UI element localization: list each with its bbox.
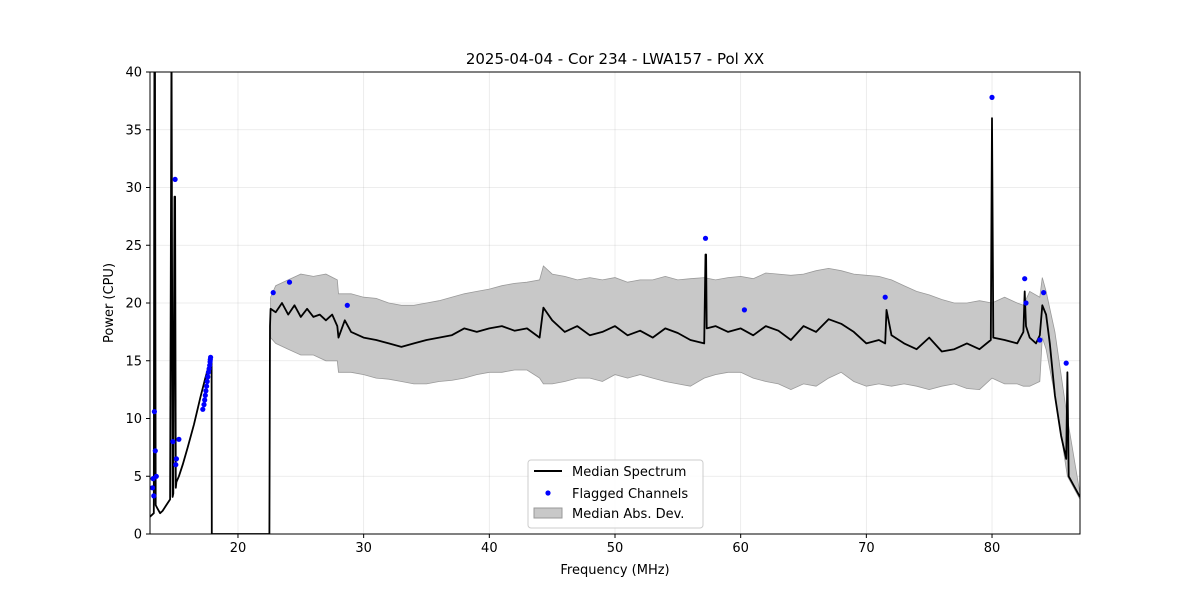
flagged-channel-point bbox=[170, 439, 176, 445]
flagged-channel-point bbox=[205, 374, 211, 380]
legend-point-swatch bbox=[545, 490, 551, 496]
x-axis-label: Frequency (MHz) bbox=[560, 563, 669, 578]
flagged-channel-point bbox=[882, 294, 888, 300]
flagged-channel-point bbox=[204, 378, 210, 385]
flagged-channel-point bbox=[203, 388, 209, 394]
flagged-channel-point bbox=[151, 409, 157, 415]
median-spectrum-layer bbox=[150, 72, 1080, 534]
x-tick-label: 30 bbox=[355, 541, 372, 556]
y-axis-label: Power (CPU) bbox=[102, 263, 117, 343]
legend-label-median-abs-dev: Median Abs. Dev. bbox=[572, 507, 684, 522]
flagged-channel-point bbox=[1022, 276, 1028, 282]
y-tick-label: 40 bbox=[125, 66, 142, 81]
flagged-channel-point bbox=[1037, 337, 1043, 343]
x-tick-label: 40 bbox=[481, 541, 498, 556]
flagged-channel-point bbox=[989, 94, 995, 100]
median-spectrum-line bbox=[150, 72, 1080, 534]
flagged-channel-point bbox=[202, 397, 208, 403]
flagged-channel-point bbox=[176, 436, 182, 442]
flagged-channel-point bbox=[1023, 300, 1029, 306]
y-tick-label: 15 bbox=[125, 354, 142, 369]
mad-band-layer bbox=[270, 265, 1080, 500]
mad-band bbox=[270, 265, 1080, 500]
y-tick-label: 5 bbox=[134, 470, 142, 485]
flagged-channel-point bbox=[172, 176, 178, 182]
flagged-channel-point bbox=[151, 493, 157, 499]
x-tick-label: 60 bbox=[732, 541, 749, 556]
flagged-channel-point bbox=[153, 473, 159, 479]
legend-label-flagged-channels: Flagged Channels bbox=[572, 487, 688, 502]
flagged-channel-point bbox=[208, 354, 214, 360]
flagged-channel-point bbox=[200, 406, 206, 412]
y-tick-label: 10 bbox=[125, 412, 142, 427]
x-tick-label: 20 bbox=[230, 541, 247, 556]
flagged-channel-point bbox=[286, 279, 293, 285]
flagged-channel-point bbox=[270, 290, 276, 296]
y-tick-label: 25 bbox=[125, 239, 142, 254]
x-tick-label: 50 bbox=[607, 541, 624, 556]
flagged-channel-point bbox=[741, 307, 748, 313]
y-axis-ticks: 0 5 10 15 20 25 30 35 40 bbox=[125, 66, 150, 543]
y-tick-label: 0 bbox=[134, 528, 142, 543]
legend-band-swatch bbox=[533, 507, 563, 519]
x-axis-ticks: 20 30 40 50 60 70 80 bbox=[230, 534, 1001, 556]
flagged-channel-point bbox=[1063, 360, 1069, 366]
legend-label-median-spectrum: Median Spectrum bbox=[572, 465, 686, 480]
y-tick-label: 35 bbox=[125, 123, 142, 138]
flagged-channel-point bbox=[173, 462, 179, 468]
flagged-channel-point bbox=[201, 402, 207, 408]
legend: Median Spectrum Flagged Channels Median … bbox=[527, 459, 704, 529]
x-tick-label: 70 bbox=[858, 541, 875, 556]
flagged-channels-layer bbox=[150, 94, 1069, 499]
flagged-channel-point bbox=[702, 235, 709, 241]
y-tick-label: 20 bbox=[125, 297, 142, 312]
flagged-channel-point bbox=[204, 383, 210, 389]
flagged-channel-point bbox=[150, 485, 156, 491]
flagged-channel-point bbox=[173, 456, 179, 462]
flagged-channel-point bbox=[1041, 290, 1047, 296]
flagged-channel-point bbox=[344, 302, 350, 308]
y-tick-label: 30 bbox=[125, 181, 142, 196]
x-tick-label: 80 bbox=[984, 541, 1001, 556]
chart-title: 2025-04-04 - Cor 234 - LWA157 - Pol XX bbox=[466, 50, 764, 68]
flagged-channel-point bbox=[202, 392, 208, 398]
flagged-channel-point bbox=[152, 448, 158, 454]
legend-box bbox=[527, 459, 704, 529]
